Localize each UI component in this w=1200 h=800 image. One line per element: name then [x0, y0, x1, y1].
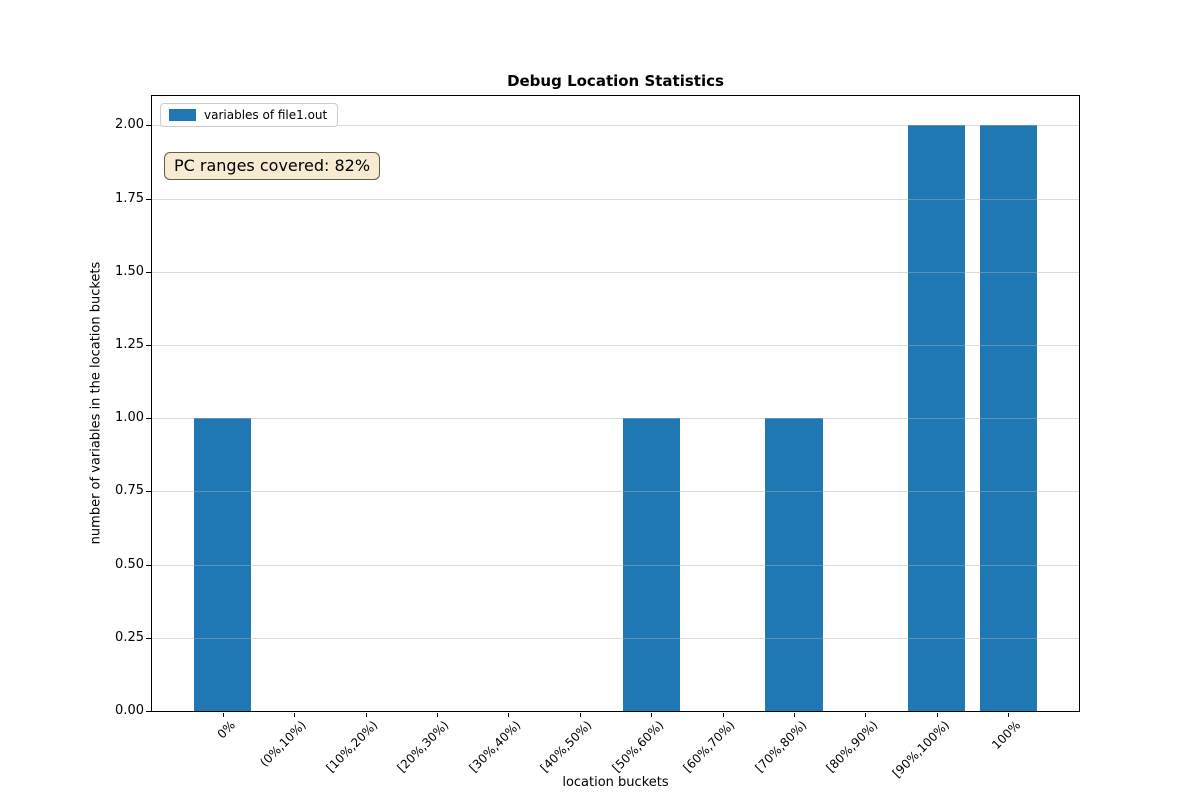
gridline-0.25	[152, 637, 1079, 639]
x-tick-mark	[723, 713, 724, 717]
y-tick-label: 1.25	[115, 336, 144, 352]
gridline-0.75	[152, 491, 1079, 493]
plot-inner	[152, 96, 1079, 711]
y-tick-label: 0.75	[115, 483, 144, 499]
y-tick-label: 0.00	[115, 703, 144, 718]
x-tick-mark	[508, 713, 509, 717]
y-tick-mark	[146, 711, 151, 712]
y-tick-label: 1.50	[115, 263, 144, 279]
legend: variables of file1.out	[160, 103, 339, 127]
gridline-0.50	[152, 564, 1079, 566]
x-tick-mark	[794, 713, 795, 717]
y-tick-mark	[146, 565, 151, 566]
x-tick-mark	[223, 713, 224, 717]
chart-title: Debug Location Statistics	[507, 72, 724, 90]
annotation-box: PC ranges covered: 82%	[164, 152, 381, 180]
y-tick-mark	[146, 272, 151, 273]
x-tick-label: [70%,80%)	[752, 718, 809, 775]
y-tick-label: 0.50	[115, 556, 144, 572]
x-tick-mark	[580, 713, 581, 717]
x-axis-label: location buckets	[562, 775, 669, 790]
x-tick-mark	[366, 713, 367, 717]
x-tick-label: 0%	[214, 718, 238, 742]
y-tick-mark	[146, 345, 151, 346]
gridline-2.00	[152, 125, 1079, 127]
legend-swatch-icon	[169, 109, 196, 121]
y-tick-mark	[146, 491, 151, 492]
x-tick-label: [80%,90%)	[823, 718, 881, 775]
y-tick-label: 0.25	[115, 629, 144, 645]
x-tick-label: [30%,40%)	[466, 718, 524, 775]
y-tick-mark	[146, 125, 151, 126]
gridline-1.75	[152, 198, 1079, 200]
x-tick-label: [20%,30%)	[394, 718, 452, 775]
y-tick-mark	[146, 418, 151, 419]
x-tick-mark	[651, 713, 652, 717]
plot-area: variables of file1.out PC ranges covered…	[151, 95, 1080, 712]
legend-label: variables of file1.out	[204, 108, 328, 122]
x-tick-label: [50%,60%)	[609, 718, 667, 775]
x-tick-label: [40%,50%)	[537, 718, 595, 775]
bar-[70%,80%)	[765, 418, 823, 711]
x-tick-label: [10%,20%)	[323, 718, 381, 775]
x-tick-mark	[437, 713, 438, 717]
gridline-1.25	[152, 344, 1079, 346]
x-tick-label: [60%,70%)	[680, 718, 738, 775]
bar-[50%,60%)	[622, 418, 680, 711]
bar-[90%,100%)	[908, 125, 966, 711]
y-tick-mark	[146, 638, 151, 639]
x-tick-mark	[937, 713, 938, 717]
gridline-1.00	[152, 418, 1079, 420]
y-tick-label: 2.00	[115, 117, 144, 133]
y-tick-label: 1.00	[115, 410, 144, 426]
bar-100%	[979, 125, 1037, 711]
x-tick-label: 100%	[989, 718, 1024, 753]
x-tick-mark	[1008, 713, 1009, 717]
x-tick-mark	[865, 713, 866, 717]
y-tick-mark	[146, 199, 151, 200]
bar-0%	[194, 418, 252, 711]
x-tick-label: (0%,10%)	[257, 718, 310, 770]
y-tick-label: 1.75	[115, 190, 144, 206]
x-tick-label: [90%,100%)	[889, 718, 952, 781]
gridline-1.50	[152, 271, 1079, 273]
x-tick-mark	[294, 713, 295, 717]
y-axis-label: number of variables in the location buck…	[88, 261, 104, 545]
